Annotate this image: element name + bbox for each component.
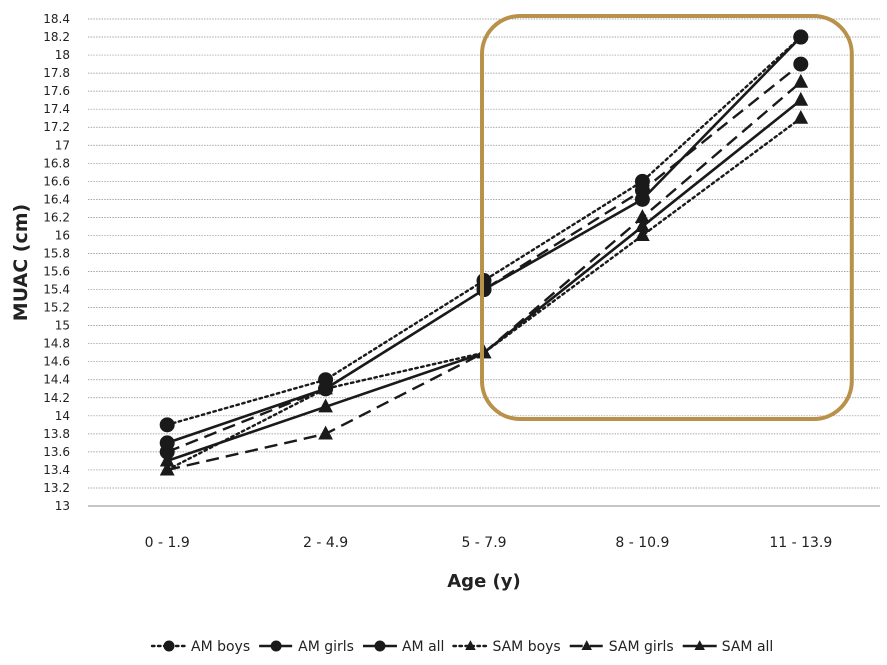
legend-swatch-marker xyxy=(581,640,592,650)
x-axis-title: Age (y) xyxy=(447,571,520,592)
data-point xyxy=(635,218,650,233)
y-tick-label: 15.2 xyxy=(43,301,70,315)
y-tick-label: 15.4 xyxy=(43,283,70,297)
y-tick-label: 18 xyxy=(55,48,70,62)
series-line xyxy=(165,117,802,472)
data-point xyxy=(318,380,333,395)
y-tick-label: 16 xyxy=(55,228,70,242)
axis-labels: Age (y) MUAC (cm) xyxy=(10,204,521,592)
series-lines xyxy=(159,29,809,476)
data-point xyxy=(793,56,809,72)
series-line xyxy=(166,63,802,454)
legend-label: SAM girls xyxy=(609,639,674,655)
data-point xyxy=(159,461,175,476)
legend: AM boys AM girls AM all SAM boys SAM girls SA… xyxy=(150,639,774,655)
gridlines xyxy=(88,18,880,489)
y-tick-label: 18.4 xyxy=(43,12,70,26)
highlight-box xyxy=(480,14,854,421)
legend-item: SAM boys xyxy=(452,639,561,655)
x-tick-label: 11 - 13.9 xyxy=(769,535,832,551)
legend-swatch-marker xyxy=(163,640,175,652)
y-tick-label: 14.4 xyxy=(43,373,70,387)
y-tick-label: 14.6 xyxy=(43,355,70,369)
data-point xyxy=(634,191,650,207)
y-tick-label: 13 xyxy=(55,499,70,513)
y-tick-label: 14.2 xyxy=(43,391,70,405)
x-tick-label: 0 - 1.9 xyxy=(145,535,190,551)
legend-item: AM girls xyxy=(259,639,354,655)
y-tick-label: 13.8 xyxy=(43,427,70,441)
y-tick-label: 13.2 xyxy=(43,481,70,495)
y-tick-label: 16.4 xyxy=(43,192,70,206)
data-point xyxy=(793,29,809,45)
legend-item: AM boys xyxy=(150,639,250,655)
y-tick-label: 15.6 xyxy=(43,265,70,279)
data-point xyxy=(793,109,809,124)
data-point xyxy=(793,73,809,88)
x-tick-label: 8 - 10.9 xyxy=(615,535,669,551)
legend-item: AM all xyxy=(362,639,444,655)
data-point xyxy=(318,425,333,440)
y-axis-title: MUAC (cm) xyxy=(10,204,32,321)
y-tick-label: 15.8 xyxy=(43,246,70,260)
legend-label: AM girls xyxy=(298,639,354,655)
legend-label: AM boys xyxy=(191,639,250,655)
y-tick-label: 16.8 xyxy=(43,156,70,170)
data-point xyxy=(159,452,175,467)
legend-swatch-marker xyxy=(465,640,476,650)
legend-swatch-marker xyxy=(270,640,282,652)
legend-item: SAM girls xyxy=(569,639,674,655)
data-point xyxy=(159,435,175,451)
highlight-rectangle xyxy=(480,14,854,421)
legend-label: SAM all xyxy=(722,639,774,655)
legend-label: SAM boys xyxy=(492,639,560,655)
legend-label: AM all xyxy=(402,639,444,655)
y-tick-label: 16.6 xyxy=(43,174,70,188)
y-tick-label: 13.6 xyxy=(43,445,70,459)
y-tick-label: 17.4 xyxy=(43,102,70,116)
y-tick-label: 17.6 xyxy=(43,84,70,98)
y-tick-label: 17.8 xyxy=(43,66,70,80)
data-point xyxy=(635,209,650,223)
legend-item: SAM all xyxy=(682,639,774,655)
data-point xyxy=(159,417,175,433)
data-point xyxy=(793,91,809,106)
x-tick-label: 2 - 4.9 xyxy=(303,535,348,551)
y-tick-label: 13.4 xyxy=(43,463,70,477)
legend-swatch-marker xyxy=(374,640,386,652)
y-tick-label: 14 xyxy=(55,409,70,423)
x-tick-label: 5 - 7.9 xyxy=(461,535,506,551)
y-tick-label: 15 xyxy=(55,319,70,333)
y-tick-label: 16.2 xyxy=(43,210,70,224)
y-tick-label: 18.2 xyxy=(43,30,70,44)
axes: 13 13.2 13.4 13.6 13.8 14 14.2 14.4 14.6 14.8 15 15… xyxy=(43,12,880,551)
legend-swatch-marker xyxy=(694,640,705,650)
y-tick-label: 17 xyxy=(55,138,70,152)
data-point xyxy=(318,398,333,413)
y-tick-label: 14.8 xyxy=(43,337,70,351)
y-tick-label: 17.2 xyxy=(43,120,70,134)
data-point xyxy=(635,227,650,242)
